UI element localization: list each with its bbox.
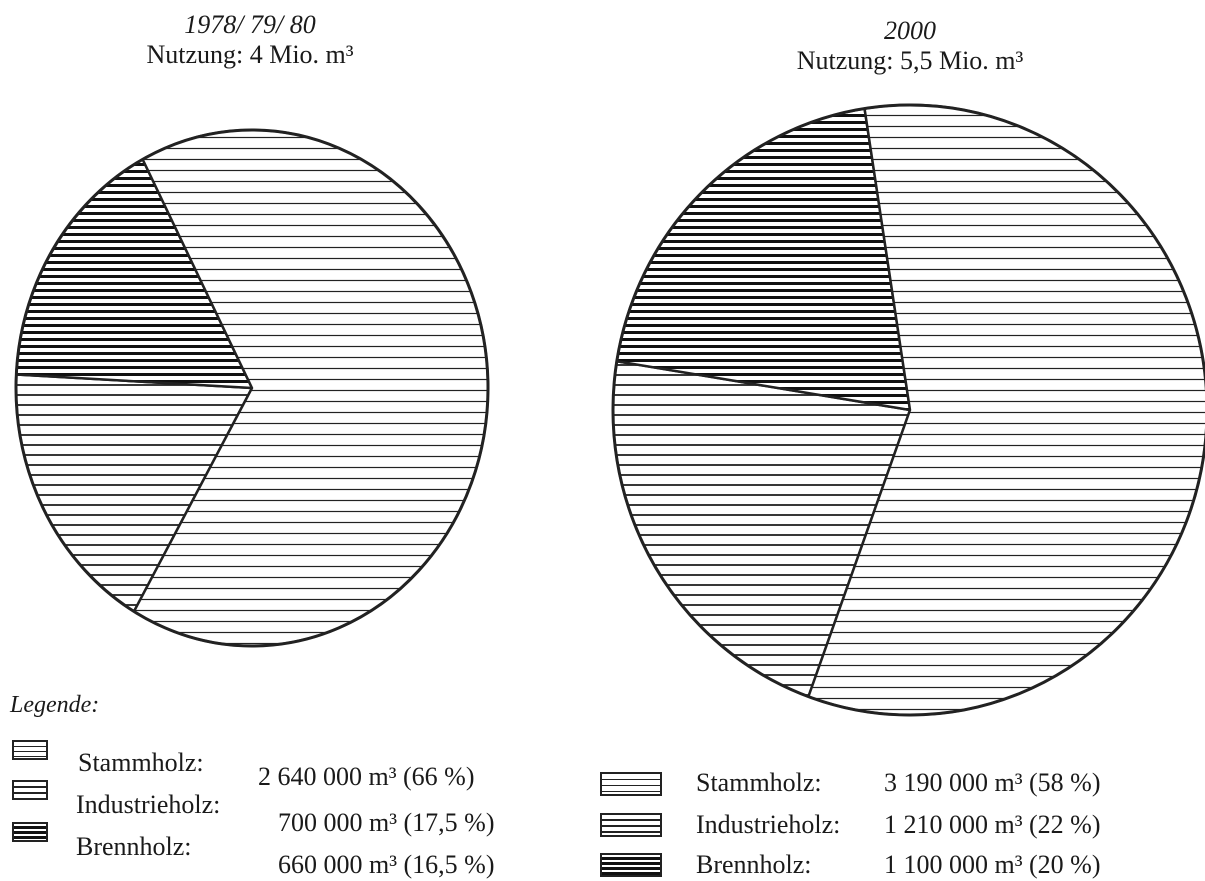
chart-1-usage: Nutzung: 4 Mio. m³ — [146, 40, 354, 69]
legend-label-brennholz-left: Brennholz: — [76, 832, 192, 861]
legend-value-industrieholz-right: 1 210 000 m³ (22 %) — [884, 810, 1101, 839]
pie-outline-1978 — [14, 128, 490, 648]
chart-2-title: 2000 Nutzung: 5,5 Mio. m³ — [720, 16, 1100, 76]
legend-swatch-stammholz-left — [12, 740, 48, 760]
legend-value-industrieholz-left: 700 000 m³ (17,5 %) — [278, 808, 495, 837]
pie-chart-1978 — [14, 128, 490, 648]
pie-slice-brennholz-2000 — [615, 107, 912, 412]
legend-label-stammholz-right: Stammholz: — [696, 768, 822, 797]
pie-outline-2000 — [611, 103, 1205, 717]
legend-swatch-stammholz-right — [600, 772, 662, 796]
legend-value-stammholz-right: 3 190 000 m³ (58 %) — [884, 768, 1101, 797]
legend-swatch-brennholz-left — [12, 822, 48, 842]
legend-swatch-industrieholz-right — [600, 813, 662, 837]
chart-1-title: 1978/ 79/ 80 Nutzung: 4 Mio. m³ — [80, 10, 420, 70]
chart-2-usage: Nutzung: 5,5 Mio. m³ — [796, 46, 1024, 75]
legend-label-stammholz-left: Stammholz: — [78, 748, 204, 777]
legend-heading: Legende: — [10, 692, 100, 718]
legend-value-brennholz-left: 660 000 m³ (16,5 %) — [278, 850, 495, 879]
legend-label-industrieholz-left: Industrieholz: — [76, 790, 221, 819]
legend-value-stammholz-left: 2 640 000 m³ (66 %) — [258, 762, 475, 791]
legend-label-brennholz-right: Brennholz: — [696, 850, 812, 879]
legend-value-brennholz-right: 1 100 000 m³ (20 %) — [884, 850, 1101, 879]
pie-chart-2000 — [611, 103, 1205, 717]
legend-swatch-industrieholz-left — [12, 780, 48, 800]
legend-label-industrieholz-right: Industrieholz: — [696, 810, 841, 839]
chart-1-year: 1978/ 79/ 80 — [184, 10, 316, 39]
chart-2-year: 2000 — [884, 16, 936, 45]
legend-swatch-brennholz-right — [600, 853, 662, 877]
